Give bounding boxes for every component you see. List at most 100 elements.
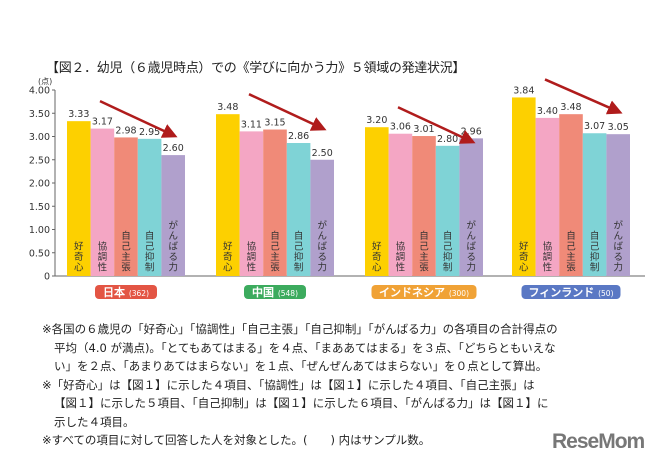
category-label: 性 <box>98 262 108 274</box>
y-tick-label: 2.50 <box>29 155 50 166</box>
category-label: 奇 <box>223 251 233 263</box>
category-label: ば <box>613 242 623 253</box>
bar <box>310 159 334 276</box>
trend-arrow <box>99 100 178 138</box>
category-label: ん <box>168 231 178 242</box>
category-label: 協 <box>98 241 108 253</box>
bar-chart: (点) 0 0.50 1.00 1.50 2.00 2.50 3.00 3.50 4.00 3.33… <box>29 77 645 299</box>
bar <box>365 127 389 276</box>
category-label: 好 <box>519 241 529 253</box>
group-label-badge <box>95 285 157 299</box>
data-label: 3.06 <box>390 122 411 133</box>
bar <box>535 117 560 277</box>
group-label-badge <box>244 285 306 299</box>
data-label: 3.48 <box>217 102 238 113</box>
category-label: 心 <box>372 263 382 274</box>
data-label: 3.07 <box>584 121 605 132</box>
data-label: 2.60 <box>163 143 184 154</box>
category-label: 自 <box>294 230 304 242</box>
category-label: が <box>613 220 623 232</box>
category-label: 自 <box>590 230 600 242</box>
trend-arrow <box>544 78 623 115</box>
category-label: 己 <box>419 242 429 253</box>
y-tick-label: 1.00 <box>29 225 50 236</box>
bar <box>216 114 240 277</box>
category-label: 調 <box>396 251 406 263</box>
data-label: 2.50 <box>312 148 333 159</box>
bar <box>90 128 115 276</box>
group-label: 中国 (548) <box>252 285 298 299</box>
bar <box>559 114 583 277</box>
category-label: 奇 <box>519 251 529 263</box>
data-label: 2.95 <box>139 127 160 138</box>
category-label: ば <box>317 242 327 253</box>
bar <box>263 129 287 276</box>
bar <box>459 138 483 276</box>
data-label: 3.05 <box>608 122 629 133</box>
category-label: 制 <box>590 262 600 274</box>
category-label: 調 <box>247 251 257 263</box>
category-label: 抑 <box>443 251 453 263</box>
category-label: る <box>466 252 476 263</box>
category-label: 己 <box>566 242 576 253</box>
category-label: 自 <box>566 230 576 242</box>
note-line: い」を２点、「あまりあてはまらない」を１点、「ぜんぜんあてはまらない」を０点とし… <box>54 359 548 373</box>
category-label: 自 <box>443 230 453 242</box>
bar <box>239 131 264 276</box>
data-label: 3.84 <box>513 85 534 96</box>
category-label: 制 <box>145 262 155 274</box>
y-tick-label: 0 <box>44 272 50 283</box>
category-label: 抑 <box>294 251 304 263</box>
group-label: インドネシア (300) <box>379 286 469 299</box>
data-label: 3.33 <box>68 109 89 120</box>
data-label: 3.40 <box>537 106 558 117</box>
category-label: 好 <box>74 241 84 253</box>
trend-arrow <box>397 106 476 144</box>
bar <box>435 145 460 276</box>
trend-arrow <box>248 93 327 131</box>
resemom-logo: ReseMom <box>552 430 645 453</box>
category-label: 力 <box>466 262 476 274</box>
bar <box>512 97 536 276</box>
data-label: 3.20 <box>366 115 387 126</box>
category-label: 協 <box>396 241 406 253</box>
category-label: 己 <box>145 242 155 253</box>
bar <box>286 143 311 276</box>
category-label: 己 <box>443 242 453 253</box>
category-label: 主 <box>419 251 429 263</box>
category-label: 主 <box>121 251 131 263</box>
category-label: が <box>168 220 178 232</box>
category-label: 自 <box>419 230 429 242</box>
category-label: 己 <box>294 242 304 253</box>
note-line: 【図１】に示した５項目、「自己抑制」は【図１】に示した６項目、「がんばる力」は【… <box>54 396 549 410</box>
note-line: ※各国の６歳児の「好奇心」「協調性」「自己主張」「自己抑制」「がんばる力」の各項… <box>42 322 558 336</box>
note-line: ※「好奇心」は【図１】に示した４項目、「協調性」は【図１】に示した４項目、「自己… <box>42 377 535 392</box>
category-label: ん <box>466 231 476 242</box>
data-label: 2.86 <box>288 131 309 142</box>
category-label: 制 <box>294 262 304 274</box>
bar <box>388 133 413 276</box>
bar <box>582 133 607 276</box>
note-line: 平均（4.0 が満点)。「とてもあてはまる」を４点、「まああてはまる」を３点、「… <box>54 340 556 355</box>
category-label: 張 <box>270 263 280 274</box>
category-label: ん <box>317 231 327 242</box>
bar <box>114 137 138 276</box>
category-label: 抑 <box>590 251 600 263</box>
data-label: 3.11 <box>241 119 262 130</box>
note-line: ※すべての項目に対して回答した人を対象とした。( ) 内はサンプル数。 <box>42 433 431 447</box>
category-label: 自 <box>270 230 280 242</box>
category-label: 性 <box>543 262 553 274</box>
category-label: 力 <box>317 262 327 274</box>
chart-title: 【図２．幼児（６歳児時点）での《学びに向かう力》５領域の発達状況】 <box>46 61 466 76</box>
y-tick-label: 4.00 <box>29 86 50 97</box>
category-label: 抑 <box>145 251 155 263</box>
data-label: 3.15 <box>264 118 285 129</box>
data-label: 2.80 <box>437 134 458 145</box>
category-label: 協 <box>247 241 257 253</box>
category-label: 調 <box>98 251 108 263</box>
y-tick-label: 3.50 <box>29 109 50 120</box>
category-label: 自 <box>145 230 155 242</box>
category-label: 力 <box>168 262 178 274</box>
y-tick-label: 1.50 <box>29 202 50 213</box>
category-label: 制 <box>443 262 453 274</box>
